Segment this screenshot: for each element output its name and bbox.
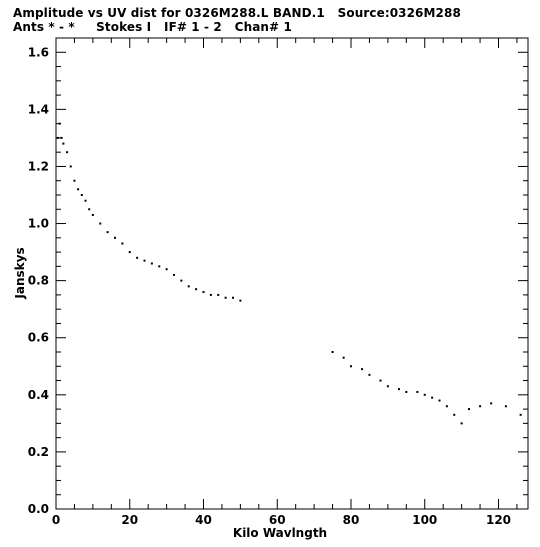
- data-point: [69, 165, 72, 168]
- x-tick-label: 20: [121, 513, 138, 527]
- data-point: [77, 188, 80, 191]
- data-point: [519, 413, 522, 416]
- y-tick-label: 1.0: [28, 217, 49, 231]
- x-tick-label: 60: [269, 513, 286, 527]
- data-point: [62, 142, 65, 145]
- data-point: [224, 296, 227, 299]
- data-point: [342, 356, 345, 359]
- y-tick-label: 1.6: [28, 45, 49, 59]
- data-point: [232, 296, 234, 299]
- data-point: [416, 390, 419, 393]
- data-point: [431, 396, 434, 399]
- data-point: [58, 122, 61, 125]
- data-point: [504, 405, 507, 408]
- data-point: [128, 251, 131, 254]
- x-tick-label: 80: [343, 513, 360, 527]
- axis-ticks: [55, 38, 528, 510]
- data-point: [56, 136, 59, 139]
- data-point: [60, 136, 63, 139]
- data-point: [106, 231, 109, 234]
- data-point: [397, 388, 400, 391]
- data-point: [143, 259, 146, 262]
- data-point: [173, 273, 175, 276]
- data-point: [239, 299, 242, 302]
- x-tick-label: 40: [195, 513, 212, 527]
- data-point: [460, 422, 463, 425]
- data-point: [150, 262, 153, 265]
- data-point: [386, 385, 389, 388]
- plot-subtitle: Ants * - * Stokes I IF# 1 - 2 Chan# 1: [13, 20, 292, 34]
- data-point: [99, 222, 102, 225]
- data-point: [361, 368, 364, 371]
- data-point: [217, 293, 220, 296]
- data-point: [195, 288, 198, 291]
- data-point: [114, 236, 116, 239]
- y-tick-label: 1.4: [28, 102, 49, 116]
- data-point: [91, 213, 94, 216]
- data-point: [490, 402, 493, 405]
- data-point: [73, 179, 76, 182]
- y-tick-label: 0.6: [28, 331, 49, 345]
- y-tick-label: 0.0: [28, 502, 49, 516]
- data-points: [56, 122, 522, 425]
- data-point: [180, 279, 183, 282]
- data-point: [479, 405, 482, 408]
- data-point: [88, 208, 91, 211]
- data-point: [368, 373, 371, 376]
- x-tick-label: 100: [412, 513, 437, 527]
- y-tick-label: 0.2: [28, 445, 49, 459]
- y-tick-label: 0.4: [28, 388, 49, 402]
- x-axis-label: Kilo Wavlngth: [233, 526, 327, 540]
- data-point: [468, 408, 470, 411]
- data-point: [202, 291, 205, 294]
- data-point: [209, 293, 212, 296]
- data-point: [405, 390, 408, 393]
- data-point: [331, 351, 334, 353]
- x-tick-label: 120: [486, 513, 511, 527]
- data-point: [438, 399, 441, 402]
- data-point: [66, 151, 69, 154]
- data-point: [136, 256, 139, 259]
- x-tick-label: 0: [52, 513, 60, 527]
- data-point: [165, 268, 168, 271]
- plot-title: Amplitude vs UV dist for 0326M288.L BAND…: [13, 6, 461, 20]
- plot-frame: [55, 37, 529, 510]
- y-tick-label: 0.8: [28, 274, 49, 288]
- data-point: [80, 194, 83, 196]
- data-point: [350, 365, 352, 368]
- data-point: [453, 413, 456, 416]
- data-point: [187, 285, 190, 288]
- data-point: [158, 265, 161, 268]
- data-point: [445, 405, 448, 408]
- data-point: [121, 242, 124, 245]
- data-point: [423, 393, 426, 396]
- tick-labels: 0 20 40 60 80 100 120 0.0 0.2 0.4 0.6 0.8 1.0 1.2 1.4 1…: [28, 45, 511, 527]
- data-point: [379, 379, 382, 382]
- data-point: [84, 199, 87, 202]
- y-tick-label: 1.2: [28, 159, 49, 173]
- y-axis-label: Janskys: [13, 247, 27, 299]
